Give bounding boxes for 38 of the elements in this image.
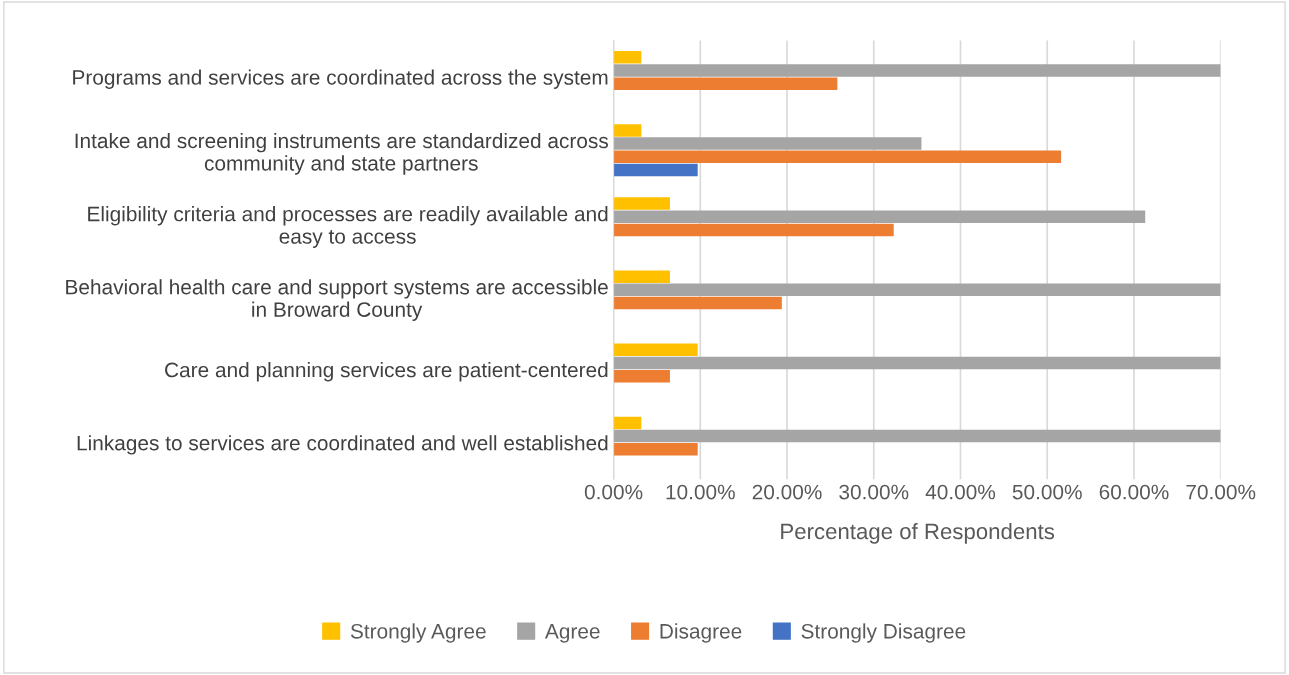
bar (613, 223, 894, 237)
y-tick-label: Programs and services are coordinated across the system (73, 69, 608, 89)
x-axis-title: Percentage of Respondents (781, 522, 1055, 544)
y-tick-label: Intake and screening instruments are standardized across community and state partners (75, 132, 608, 175)
bar (613, 296, 782, 310)
y-tick-label: Care and planning services are patient-centered (165, 362, 608, 382)
legend-label: Agree (544, 624, 600, 643)
bar (613, 197, 670, 210)
bar (613, 443, 698, 456)
x-tick-label: 20.00% (752, 484, 822, 500)
bar (613, 137, 922, 150)
bar (613, 64, 1221, 77)
x-tick-label: 0.00% (584, 484, 643, 500)
x-tick-label: 70.00% (1186, 484, 1256, 500)
bar (613, 416, 642, 430)
bar (613, 124, 642, 137)
bar (613, 343, 698, 357)
y-tick-label: Linkages to services are coordinated and well established (77, 435, 608, 455)
bar (613, 283, 1221, 297)
bar (613, 270, 670, 283)
bar (613, 429, 1221, 443)
x-tick-label: 30.00% (839, 484, 909, 500)
x-tick-label: 60.00% (1099, 484, 1169, 500)
legend-label: Disagree (660, 623, 742, 643)
legend-label: Strongly Agree (350, 623, 486, 643)
bar (613, 77, 838, 90)
bar (613, 51, 642, 64)
y-tick-label: Eligibility criteria and processes are readily available and easy to access (88, 206, 608, 248)
bar (613, 356, 1221, 370)
x-tick-label: 40.00% (925, 484, 996, 500)
bar (613, 163, 698, 177)
bar (613, 210, 1146, 223)
bar (613, 369, 670, 383)
bar (613, 150, 1062, 164)
y-tick-label: Behavioral health care and support systems are accessible in Broward County (66, 279, 608, 322)
x-tick-label: 50.00% (1012, 484, 1082, 500)
legend-label: Strongly Disagree (801, 623, 966, 643)
x-tick-label: 10.00% (666, 484, 735, 500)
